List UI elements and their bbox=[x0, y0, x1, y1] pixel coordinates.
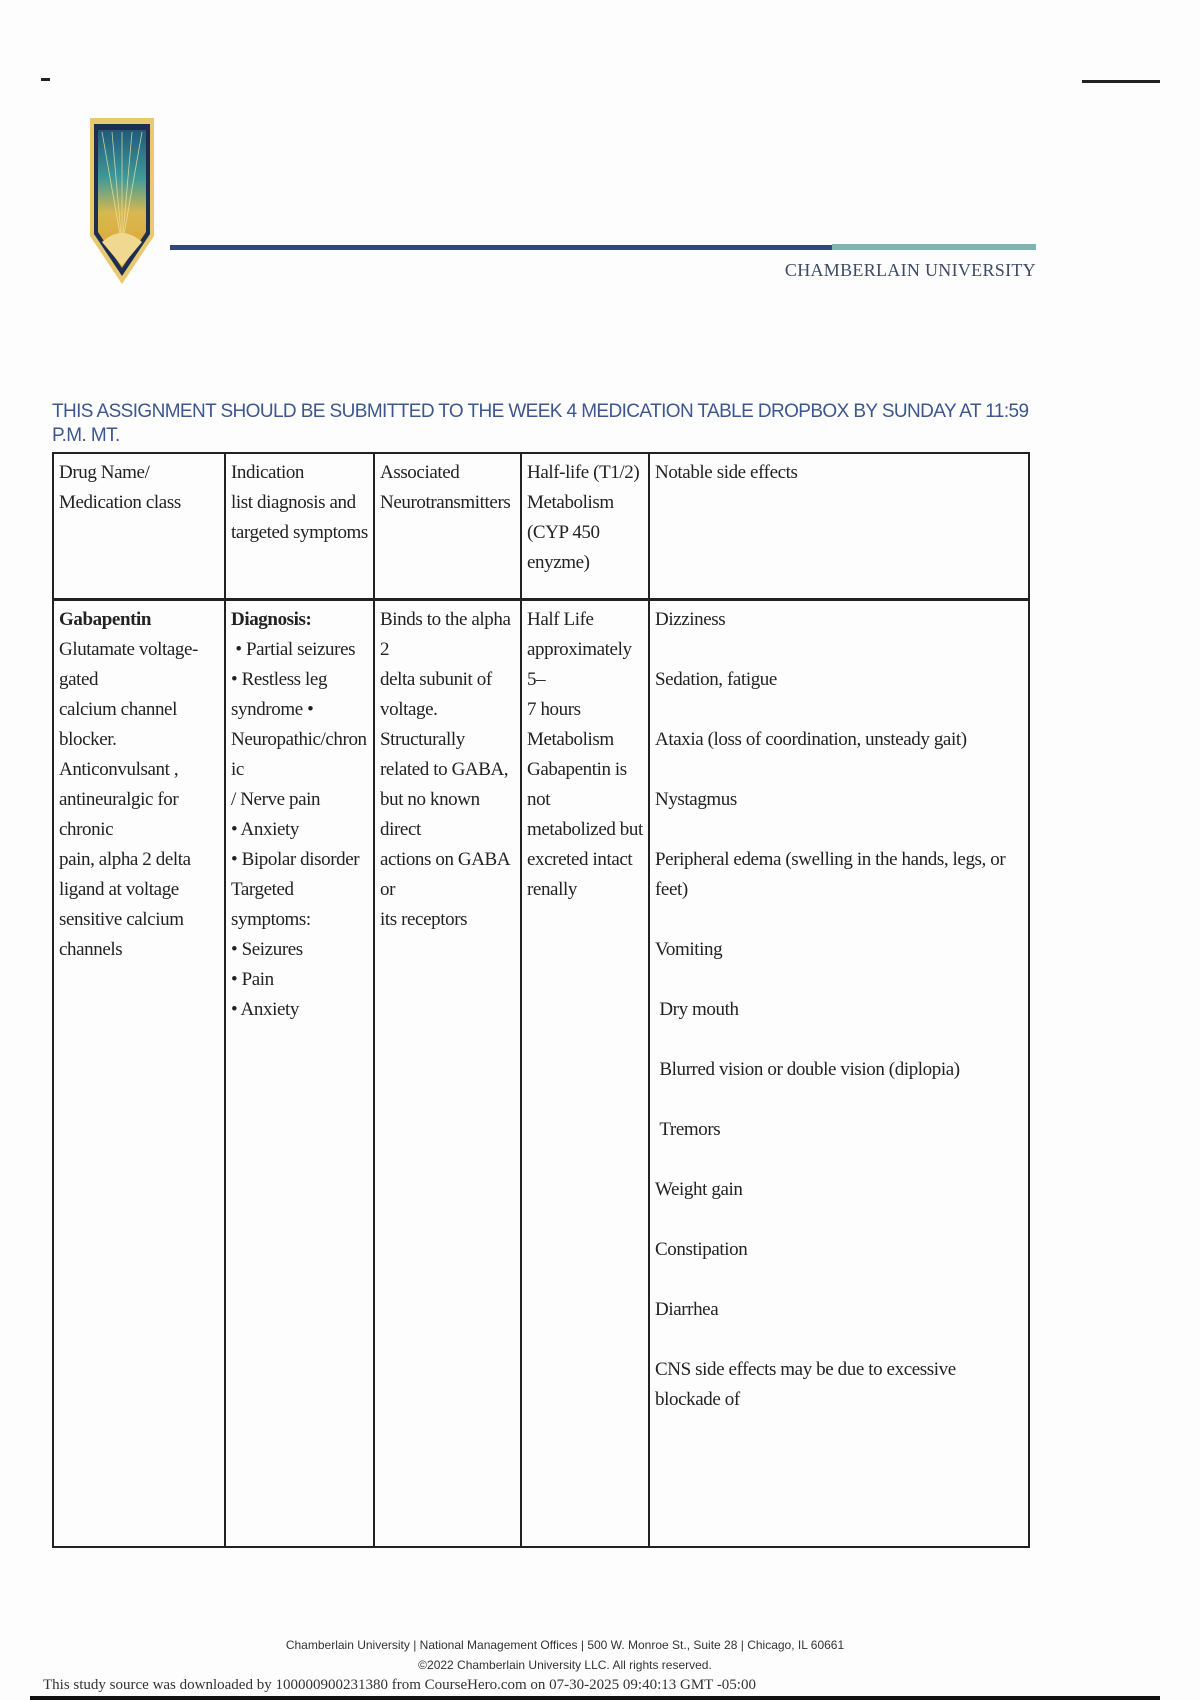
indication-lines: • Partial seizures • Restless leg syndrome… bbox=[231, 635, 368, 1025]
indication-line: • Bipolar disorder bbox=[231, 849, 360, 870]
half-life-line: excreted intact bbox=[527, 849, 633, 870]
neurotransmitter-line: related to GABA, bbox=[380, 759, 509, 780]
header-side-effects: Notable side effects bbox=[648, 452, 1030, 601]
side-effect-item: Blurred vision or double vision (diplopi… bbox=[655, 1059, 960, 1080]
indication-line: Neuropathic/chronic bbox=[231, 729, 367, 780]
header-lines: Drug Name/Medication class bbox=[59, 458, 219, 518]
side-effect-item: Sedation, fatigue bbox=[655, 669, 777, 690]
half-life-lines: Half Life approximately 5– 7 hours Metaboli… bbox=[527, 605, 643, 905]
neurotransmitter-line: voltage. Structurally bbox=[380, 699, 465, 750]
university-name: CHAMBERLAIN UNIVERSITY bbox=[784, 260, 1036, 280]
header-line: list diagnosis and bbox=[231, 492, 356, 513]
neurotransmitter-line: but no known direct bbox=[380, 789, 485, 840]
header-line: Notable side effects bbox=[655, 462, 798, 483]
header-line: (CYP 450 bbox=[527, 522, 600, 543]
header-half-life: Half-life (T1/2) Metabolism (CYP 450 enyzme… bbox=[520, 452, 650, 601]
half-life-line: metabolized but bbox=[527, 819, 643, 840]
header-dash-left bbox=[41, 78, 50, 81]
cell-indication: Diagnosis: • Partial seizures • Restless … bbox=[224, 598, 375, 1548]
header-line: Indication bbox=[231, 462, 305, 483]
footer-bar bbox=[30, 1696, 1160, 1700]
side-effect-item: Constipation bbox=[655, 1239, 748, 1260]
cell-side-effects: Dizziness Sedation, fatigue Ataxia (loss o… bbox=[648, 598, 1030, 1548]
half-life-line: Metabolism bbox=[527, 729, 614, 750]
header-lines: Half-life (T1/2) Metabolism (CYP 450 enyzme… bbox=[527, 458, 643, 578]
header-lines: Associated Neurotransmitters bbox=[380, 458, 515, 518]
side-effect-item: Vomiting bbox=[655, 939, 723, 960]
university-shield-logo bbox=[90, 118, 154, 284]
cell-neurotransmitters: Binds to the alpha 2 delta subunit of volt… bbox=[373, 598, 522, 1548]
indication-line: • Anxiety bbox=[231, 999, 299, 1020]
side-effect-item: CNS side effects may be due to excessive… bbox=[655, 1359, 961, 1410]
submission-notice: THIS ASSIGNMENT SHOULD BE SUBMITTED TO T… bbox=[52, 401, 1029, 446]
drug-class-line: sensitive calcium bbox=[59, 909, 184, 930]
medication-table: Drug Name/Medication class Indication lis… bbox=[52, 452, 1030, 1548]
drug-class-line: Anticonvulsant , bbox=[59, 759, 179, 780]
indication-line: • Pain bbox=[231, 969, 274, 990]
footer-address: Chamberlain University | National Manage… bbox=[285, 1638, 845, 1652]
header-line: Metabolism bbox=[527, 492, 614, 513]
footer-copyright: ©2022 Chamberlain University LLC. All ri… bbox=[418, 1658, 712, 1672]
half-life-line: 7 hours bbox=[527, 699, 581, 720]
neurotransmitter-line: delta subunit of bbox=[380, 669, 492, 690]
side-effect-item: Dry mouth bbox=[655, 999, 739, 1020]
drug-class-line: ligand at voltage bbox=[59, 879, 179, 900]
header-lines: Notable side effects bbox=[655, 458, 1023, 488]
header-line: Drug Name/ bbox=[59, 462, 150, 483]
indication-line: / Nerve pain bbox=[231, 789, 321, 810]
table-row: Gabapentin Glutamate voltage-gated calciu… bbox=[52, 598, 1030, 1548]
diagnosis-heading: Diagnosis: bbox=[231, 609, 312, 630]
header-line: enyzme) bbox=[527, 552, 590, 573]
header-line: Medication class bbox=[59, 492, 181, 513]
drug-class-line: channels bbox=[59, 939, 123, 960]
side-effect-item: Diarrhea bbox=[655, 1299, 719, 1320]
neurotransmitter-line: its receptors bbox=[380, 909, 468, 930]
cell-half-life: Half Life approximately 5– 7 hours Metaboli… bbox=[520, 598, 650, 1548]
side-effect-item: Tremors bbox=[655, 1119, 721, 1140]
indication-line: • Restless leg bbox=[231, 669, 328, 690]
header-lines: Indication list diagnosis and targeted sym… bbox=[231, 458, 368, 548]
indication-line: • Seizures bbox=[231, 939, 303, 960]
side-effect-item: Nystagmus bbox=[655, 789, 737, 810]
header-dash-right bbox=[1082, 80, 1160, 83]
half-life-line: Half Life bbox=[527, 609, 594, 630]
neurotransmitter-lines: Binds to the alpha 2 delta subunit of volt… bbox=[380, 605, 515, 935]
drug-class-line: antineuralgic for chronic bbox=[59, 789, 183, 840]
header-line: targeted symptoms bbox=[231, 522, 368, 543]
header-drug-name: Drug Name/Medication class bbox=[52, 452, 226, 601]
header-neurotransmitters: Associated Neurotransmitters bbox=[373, 452, 522, 601]
header-line: Associated bbox=[380, 462, 460, 483]
neurotransmitter-line: Binds to the alpha 2 bbox=[380, 609, 515, 660]
drug-class-line: pain, alpha 2 delta bbox=[59, 849, 191, 870]
half-life-line: renally bbox=[527, 879, 577, 900]
header-line: Half-life (T1/2) bbox=[527, 462, 640, 483]
header-line: Neurotransmitters bbox=[380, 492, 511, 513]
drug-class-lines: Glutamate voltage-gated calcium channel b… bbox=[59, 635, 219, 965]
side-effect-item: Dizziness bbox=[655, 609, 726, 630]
drug-name: Gabapentin bbox=[59, 609, 152, 630]
indication-line: Targeted symptoms: bbox=[231, 879, 311, 930]
header-indication: Indication list diagnosis and targeted sym… bbox=[224, 452, 375, 601]
header-rule-teal bbox=[832, 244, 1036, 250]
indication-line: • Anxiety bbox=[231, 819, 299, 840]
side-effect-items: Dizziness Sedation, fatigue Ataxia (loss o… bbox=[655, 605, 1023, 1415]
neurotransmitter-line: actions on GABA or bbox=[380, 849, 514, 900]
indication-line: syndrome • bbox=[231, 699, 314, 720]
table-header-row: Drug Name/Medication class Indication lis… bbox=[52, 452, 1030, 601]
cell-drug: Gabapentin Glutamate voltage-gated calciu… bbox=[52, 598, 226, 1548]
drug-class-line: calcium channel blocker. bbox=[59, 699, 182, 750]
header-rule-navy bbox=[170, 245, 832, 250]
side-effect-item: Ataxia (loss of coordination, unsteady g… bbox=[655, 729, 967, 750]
indication-line: • Partial seizures bbox=[231, 639, 356, 660]
half-life-line: Gabapentin is not bbox=[527, 759, 632, 810]
download-notice: This study source was downloaded by 1000… bbox=[43, 1677, 756, 1693]
drug-class-line: Glutamate voltage-gated bbox=[59, 639, 198, 690]
side-effect-item: Weight gain bbox=[655, 1179, 743, 1200]
half-life-line: approximately 5– bbox=[527, 639, 636, 690]
side-effect-item: Peripheral edema (swelling in the hands,… bbox=[655, 849, 1010, 900]
